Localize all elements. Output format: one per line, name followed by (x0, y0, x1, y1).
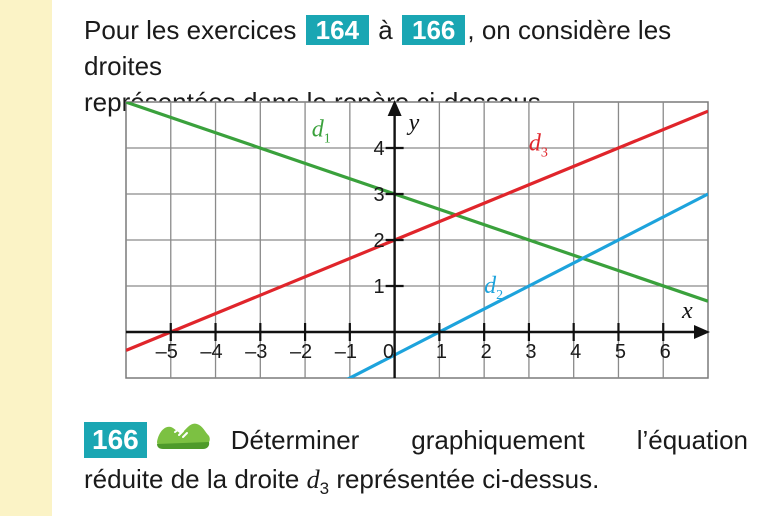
exercise-166: 166 Déterminer graphiquement l’équation … (84, 418, 748, 507)
series-label-d3: d3 (529, 130, 548, 160)
exercise-badge-166: 166 (401, 15, 466, 45)
x-tick-label: 5 (615, 341, 626, 363)
intro-text-after: , on considère les droites (84, 15, 672, 81)
y-tick-label: 2 (373, 230, 384, 252)
page-margin-strip (0, 0, 52, 516)
coordinate-graph: –5 –4 –3 –2 –1 0 1 2 3 4 5 6 1 2 3 4 x y d1 d2 d3 (125, 100, 710, 379)
x-tick-label: –1 (335, 341, 357, 363)
line-d2 (346, 192, 708, 378)
exercise-number-badge: 166 (84, 421, 147, 458)
line-d1 (126, 102, 708, 303)
exercise-line-var-sub: 3 (319, 479, 330, 499)
tick-labels: –5 –4 –3 –2 –1 0 1 2 3 4 5 6 1 2 3 4 x y (156, 110, 693, 363)
exercise-word-3: l’équation (636, 424, 748, 455)
exercise-word-1: Déterminer (230, 424, 360, 455)
y-tick-label: 4 (373, 138, 384, 160)
intro-text-before: Pour les exercices (84, 15, 297, 45)
y-axis-label: y (407, 110, 420, 136)
exercise-line-2: réduite de la droite d3 représentée ci-d… (84, 461, 748, 507)
x-axis-label: x (681, 298, 693, 324)
y-tick-label: 3 (373, 184, 384, 206)
series-lines (126, 102, 708, 378)
line-d3 (126, 109, 708, 352)
series-labels: d1 d2 d3 (312, 117, 548, 303)
exercise-line-var: d (306, 465, 320, 494)
running-shoe-icon (153, 418, 213, 461)
exercise-line-2-before: réduite de la droite (84, 464, 300, 494)
intro-connector: à (378, 15, 393, 45)
x-tick-label: –3 (245, 341, 267, 363)
intro-line-1: Pour les exercices 164 à 166, on considè… (84, 12, 754, 84)
exercise-line-1: 166 Déterminer graphiquement l’équation (84, 418, 748, 461)
x-tick-label: 3 (525, 341, 536, 363)
x-tick-label: 2 (481, 341, 492, 363)
x-tick-label: 6 (660, 341, 671, 363)
exercise-line-1-text: Déterminer graphiquement l’équation (231, 422, 748, 458)
exercise-badge-164: 164 (305, 15, 370, 45)
x-tick-label: –4 (200, 341, 222, 363)
exercise-line-2-after: représentée ci-dessus. (336, 464, 600, 494)
y-tick-label: 1 (373, 276, 384, 298)
y-axis-arrow (387, 100, 402, 116)
x-tick-label: –5 (156, 341, 178, 363)
axes (126, 100, 710, 378)
x-tick-label: –2 (290, 341, 312, 363)
series-label-d1: d1 (312, 117, 331, 147)
x-tick-label: 4 (570, 341, 581, 363)
x-tick-label: 1 (436, 341, 447, 363)
series-label-d2: d2 (484, 273, 503, 303)
x-axis-arrow (694, 325, 710, 339)
exercise-word-2: graphiquement (411, 424, 585, 455)
x-tick-label: 0 (383, 341, 394, 363)
